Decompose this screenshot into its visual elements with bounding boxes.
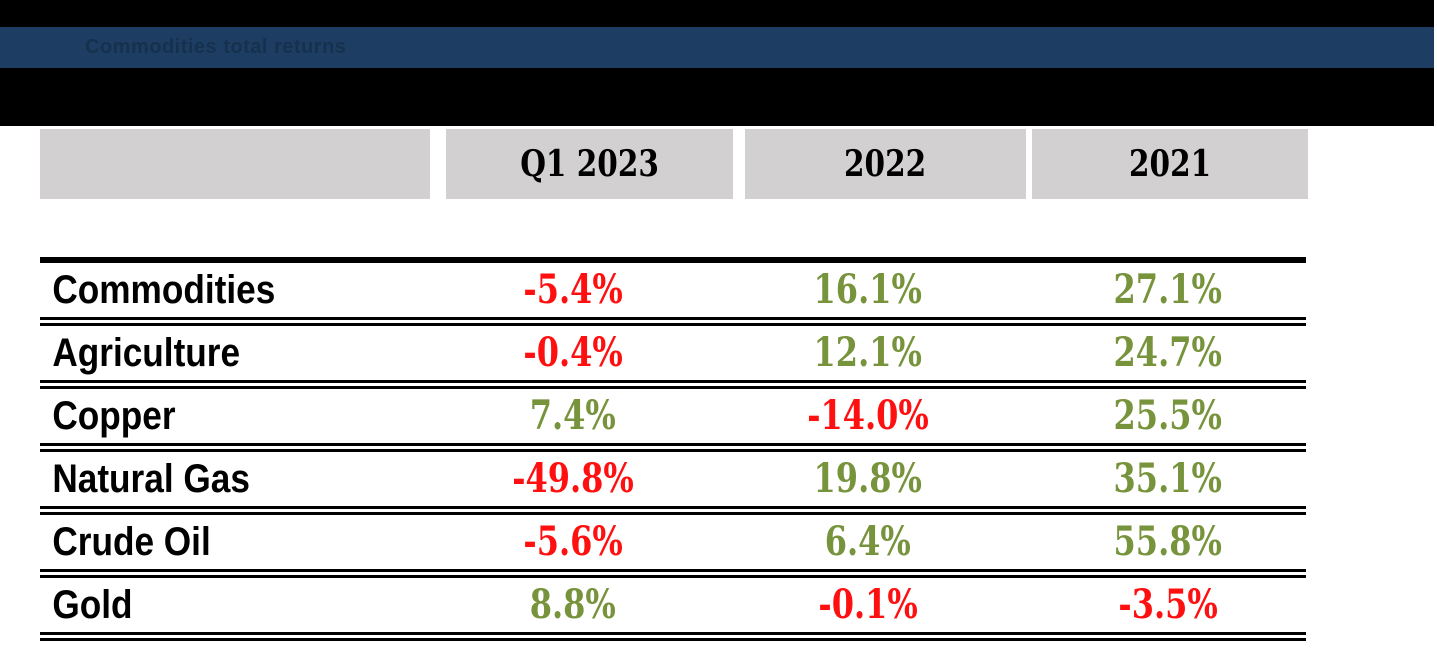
value-cell-2021: 27.1%: [1030, 270, 1306, 310]
top-black-bar: [0, 0, 1434, 27]
value-text: -49.8%: [512, 455, 634, 502]
column-header-label: Q1 2023: [520, 143, 659, 185]
value-cell-2022: 12.1%: [706, 333, 1030, 373]
value-text: -14.0%: [807, 392, 929, 439]
row-label: Agriculture: [52, 331, 241, 375]
row-label-cell: Copper: [40, 396, 440, 436]
value-text: 6.4%: [824, 518, 912, 565]
value-cell-q1-2023: -0.4%: [440, 333, 706, 373]
value-text: 7.4%: [529, 392, 617, 439]
value-text: 25.5%: [1113, 392, 1223, 439]
row-label: Copper: [52, 394, 176, 438]
column-header-label: 2022: [844, 143, 927, 185]
value-text: 12.1%: [813, 329, 923, 376]
value-cell-2022: 6.4%: [706, 522, 1030, 562]
value-text: -0.1%: [818, 581, 918, 628]
value-cell-2022: -0.1%: [706, 585, 1030, 625]
value-text: 35.1%: [1113, 455, 1223, 502]
table-row: Commodities -5.4% 16.1% 27.1%: [40, 260, 1306, 320]
row-label-cell: Natural Gas: [40, 459, 440, 499]
table-top-rule: [40, 257, 1306, 260]
value-cell-2022: -14.0%: [706, 396, 1030, 436]
column-header-blank: [40, 129, 430, 199]
value-cell-2021: 55.8%: [1030, 522, 1306, 562]
value-cell-q1-2023: -49.8%: [440, 459, 706, 499]
value-text: -5.6%: [523, 518, 623, 565]
value-text: 16.1%: [813, 266, 923, 313]
row-label: Commodities: [52, 268, 276, 312]
value-cell-q1-2023: 8.8%: [440, 585, 706, 625]
column-header-q1-2023: Q1 2023: [446, 129, 733, 199]
table-row: Agriculture -0.4% 12.1% 24.7%: [40, 323, 1306, 383]
row-label: Gold: [52, 583, 133, 627]
row-label-cell: Commodities: [40, 270, 440, 310]
value-cell-q1-2023: 7.4%: [440, 396, 706, 436]
lower-black-bar: [0, 68, 1434, 126]
column-header-label: 2021: [1128, 143, 1212, 185]
row-label-cell: Crude Oil: [40, 522, 440, 562]
value-text: 55.8%: [1113, 518, 1223, 565]
banner-bar: Commodities total returns: [0, 27, 1434, 68]
value-text: 8.8%: [529, 581, 617, 628]
value-text: -0.4%: [523, 329, 623, 376]
row-label-cell: Gold: [40, 585, 440, 625]
value-cell-2021: 25.5%: [1030, 396, 1306, 436]
table-row: Copper 7.4% -14.0% 25.5%: [40, 386, 1306, 446]
value-cell-2022: 16.1%: [706, 270, 1030, 310]
returns-table: Commodities -5.4% 16.1% 27.1% Agricultur…: [40, 257, 1306, 641]
value-cell-q1-2023: -5.4%: [440, 270, 706, 310]
table-row: Natural Gas -49.8% 19.8% 35.1%: [40, 449, 1306, 509]
value-cell-2021: 24.7%: [1030, 333, 1306, 373]
value-cell-2021: -3.5%: [1030, 585, 1306, 625]
value-cell-2021: 35.1%: [1030, 459, 1306, 499]
value-text: 24.7%: [1113, 329, 1223, 376]
column-header-2022: 2022: [745, 129, 1026, 199]
value-text: 27.1%: [1113, 266, 1223, 313]
row-label-cell: Agriculture: [40, 333, 440, 373]
banner-title: Commodities total returns: [85, 36, 347, 58]
table-bottom-rule: [40, 638, 1306, 641]
column-header-2021: 2021: [1032, 129, 1308, 199]
row-label: Natural Gas: [52, 457, 250, 501]
table-row: Gold 8.8% -0.1% -3.5%: [40, 575, 1306, 635]
value-text: 19.8%: [813, 455, 923, 502]
value-text: -5.4%: [523, 266, 623, 313]
table-row: Crude Oil -5.6% 6.4% 55.8%: [40, 512, 1306, 572]
value-cell-q1-2023: -5.6%: [440, 522, 706, 562]
value-cell-2022: 19.8%: [706, 459, 1030, 499]
value-text: -3.5%: [1118, 581, 1218, 628]
row-label: Crude Oil: [52, 520, 211, 564]
